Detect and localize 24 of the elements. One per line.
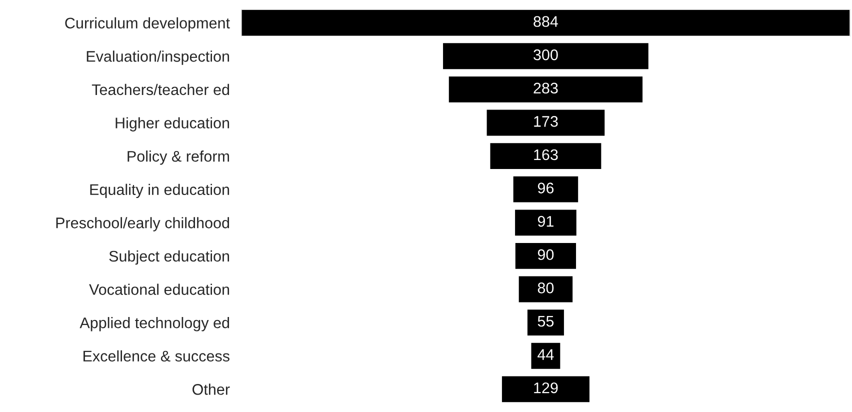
category-label: Other	[192, 384, 230, 395]
category-label: Preschool/early childhood	[56, 217, 230, 232]
category-label: Vocational education	[89, 284, 230, 295]
data-label: 55	[538, 316, 554, 327]
category-label: Subject education	[109, 250, 230, 265]
data-label: 129	[534, 382, 558, 394]
category-label: Curriculum development	[65, 17, 230, 32]
data-label: 96	[538, 182, 554, 194]
category-label: Applied technology ed	[80, 317, 230, 332]
category-label: Teachers/teacher ed	[92, 84, 230, 96]
category-label: Equality in education	[90, 184, 230, 198]
data-label: 163	[534, 149, 558, 160]
data-label: 300	[534, 49, 558, 60]
category-label: Higher education	[116, 117, 230, 132]
data-label: 173	[534, 116, 558, 127]
data-label: 90	[538, 249, 554, 260]
data-label: 91	[538, 216, 554, 227]
data-label: 283	[534, 82, 558, 94]
category-label: Excellence & success	[84, 350, 230, 362]
data-label: 44	[538, 349, 554, 360]
category-label: Policy & reform	[128, 150, 229, 165]
category-label: Evaluation/inspection	[86, 50, 230, 65]
data-label: 884	[534, 16, 558, 27]
data-label: 80	[538, 282, 554, 294]
